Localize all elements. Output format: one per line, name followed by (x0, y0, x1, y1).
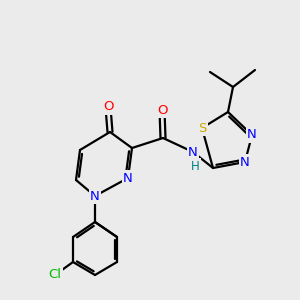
Text: N: N (247, 128, 257, 142)
Text: N: N (240, 155, 250, 169)
Text: N: N (188, 146, 198, 158)
Text: O: O (103, 100, 113, 113)
Text: S: S (198, 122, 206, 134)
Text: N: N (123, 172, 133, 184)
Text: O: O (157, 103, 167, 116)
Text: Cl: Cl (49, 268, 62, 281)
Text: H: H (190, 160, 200, 172)
Text: N: N (90, 190, 100, 202)
